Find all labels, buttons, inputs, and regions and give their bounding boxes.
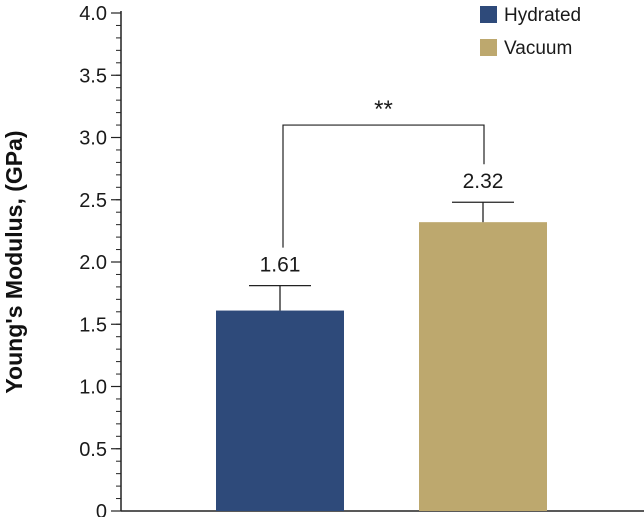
significance-bracket: **: [282, 96, 485, 248]
y-axis: 0 0.5 1.0 1.5 2.0 2.5 3.0 3.5 4.0: [79, 3, 644, 517]
legend-swatch-vacuum: [480, 39, 497, 56]
data-label-hydrated: 1.61: [260, 254, 301, 277]
y-axis-label: Young's Modulus, (GPa): [1, 130, 27, 393]
y-tick-label: 0.5: [79, 439, 107, 461]
data-label-vacuum: 2.32: [463, 170, 504, 193]
y-tick-label: 3.0: [79, 128, 107, 150]
legend: Hydrated Vacuum: [480, 5, 581, 59]
y-tick-label: 2.5: [79, 190, 107, 212]
bracket-line: [282, 124, 485, 248]
bar-vacuum: [419, 222, 547, 511]
y-tick-label: 4.0: [79, 3, 107, 25]
legend-label-hydrated: Hydrated: [504, 5, 581, 26]
data-labels: 1.61 2.32: [260, 170, 504, 276]
y-tick-label: 0: [96, 501, 107, 517]
significance-label: **: [374, 96, 393, 123]
bars: [216, 201, 547, 511]
y-tick-label: 2.0: [79, 252, 107, 274]
legend-swatch-hydrated: [480, 6, 497, 23]
legend-label-vacuum: Vacuum: [504, 38, 572, 59]
y-tick-label: 1.0: [79, 377, 107, 399]
y-tick-label: 1.5: [79, 314, 107, 336]
bar-hydrated: [216, 310, 344, 511]
y-tick-label: 3.5: [79, 65, 107, 87]
